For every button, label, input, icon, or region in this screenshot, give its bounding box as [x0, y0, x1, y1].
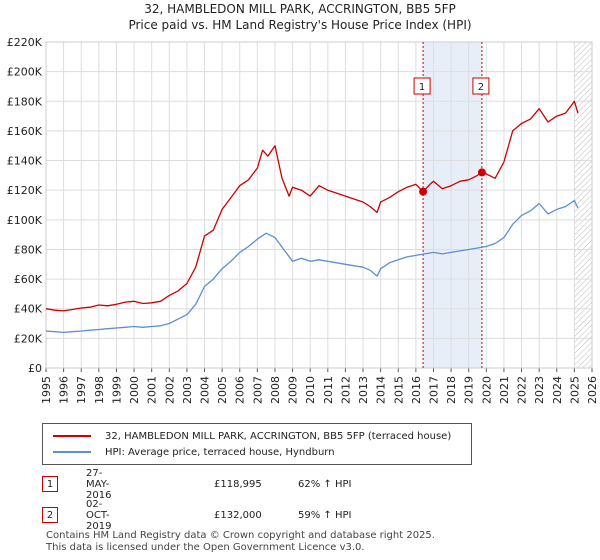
series-line-property [45, 100, 579, 312]
x-tick-label: 2009 [287, 376, 300, 404]
legend-swatch-property [53, 435, 91, 437]
x-tick-label: 2012 [339, 376, 352, 404]
projection-hatch [574, 42, 592, 368]
x-tick-label: 2026 [586, 376, 599, 404]
series-line-hpi [45, 199, 579, 334]
footer-copyright: Contains HM Land Registry data © Crown c… [46, 530, 435, 541]
x-tick-label: 2020 [480, 376, 493, 404]
transaction-date: 27-MAY-2016 [86, 467, 112, 501]
transaction-price: £132,000 [214, 509, 262, 521]
x-tick-label: 2002 [163, 376, 176, 404]
x-tick-label: 2024 [551, 376, 564, 404]
x-tick-label: 2005 [216, 376, 229, 404]
y-tick-label: £100K [7, 214, 43, 227]
transaction-row: 2 02-OCT-2019 £132,000 59% ↑ HPI [42, 499, 351, 532]
transaction-number-badge: 2 [42, 507, 58, 523]
legend-label-property: 32, HAMBLEDON MILL PARK, ACCRINGTON, BB5… [105, 430, 452, 442]
x-tick-label: 2015 [392, 376, 405, 404]
legend-item-hpi: HPI: Average price, terraced house, Hynd… [53, 445, 335, 459]
transaction-price: £118,995 [214, 478, 262, 490]
x-tick-label: 1996 [58, 376, 71, 404]
chart-subtitle: Price paid vs. HM Land Registry's House … [128, 18, 472, 32]
x-tick-label: 2023 [533, 376, 546, 404]
y-tick-label: £160K [7, 125, 43, 138]
marker-1-box [413, 77, 431, 95]
x-tick-label: 2022 [516, 376, 529, 404]
x-tick-label: 2014 [375, 376, 388, 404]
x-tick-label: 1999 [110, 376, 123, 404]
legend-item-property: 32, HAMBLEDON MILL PARK, ACCRINGTON, BB5… [53, 429, 451, 443]
transaction-hpi-diff: 62% ↑ HPI [298, 478, 352, 490]
y-tick-label: £120K [7, 184, 43, 197]
x-tick-label: 2010 [304, 376, 317, 404]
y-tick-label: £220K [7, 36, 43, 49]
transaction-date: 02-OCT-2019 [86, 498, 112, 532]
x-tick-label: 2013 [357, 376, 370, 404]
chart-title: 32, HAMBLEDON MILL PARK, ACCRINGTON, BB5… [144, 2, 456, 16]
x-tick-label: 2006 [234, 376, 247, 404]
x-tick-label: 2004 [199, 376, 212, 404]
x-tick-label: 2003 [181, 376, 194, 404]
plot-frame [45, 41, 593, 369]
y-tick-label: £180K [7, 95, 43, 108]
marker-2-box [472, 77, 490, 95]
x-tick-label: 2018 [445, 376, 458, 404]
y-tick-label: £20K [14, 332, 43, 345]
marker-1-label: 1 [419, 82, 425, 93]
y-tick-label: £40K [14, 303, 43, 316]
x-tick-label: 2016 [410, 376, 423, 404]
x-tick-label: 2000 [128, 376, 141, 404]
marker-2-label: 2 [478, 82, 484, 93]
x-tick-label: 2025 [568, 376, 581, 404]
legend: 32, HAMBLEDON MILL PARK, ACCRINGTON, BB5… [42, 423, 472, 465]
x-tick-label: 1997 [75, 376, 88, 404]
x-tick-label: 2019 [463, 376, 476, 404]
x-tick-label: 2011 [322, 376, 335, 404]
transaction-row: 1 27-MAY-2016 £118,995 62% ↑ HPI [42, 468, 351, 501]
price-chart: £0 £20K £40K £60K £80K £100K £120K £140K £160K £1… [7, 36, 599, 404]
y-tick-label: £60K [14, 273, 43, 286]
x-tick-label: 1998 [93, 376, 106, 404]
transaction-period-band [423, 42, 482, 368]
x-tick-label: 2001 [146, 376, 159, 404]
transaction-number-badge: 1 [42, 476, 58, 492]
y-tick-label: £0 [28, 362, 42, 375]
marker-2-point [477, 168, 486, 177]
marker-1-point [419, 187, 428, 196]
footer-licence: This data is licensed under the Open Gov… [46, 542, 365, 553]
transaction-hpi-diff: 59% ↑ HPI [298, 509, 352, 521]
y-tick-label: £140K [7, 155, 43, 168]
x-tick-label: 2007 [251, 376, 264, 404]
y-tick-label: £200K [7, 66, 43, 79]
x-tick-label: 2021 [498, 376, 511, 404]
x-tick-label: 2008 [269, 376, 282, 404]
x-tick-label: 2017 [427, 376, 440, 404]
y-tick-label: £80K [14, 243, 43, 256]
legend-label-hpi: HPI: Average price, terraced house, Hynd… [105, 446, 335, 458]
legend-swatch-hpi [53, 451, 91, 453]
x-tick-label: 1995 [40, 376, 53, 404]
